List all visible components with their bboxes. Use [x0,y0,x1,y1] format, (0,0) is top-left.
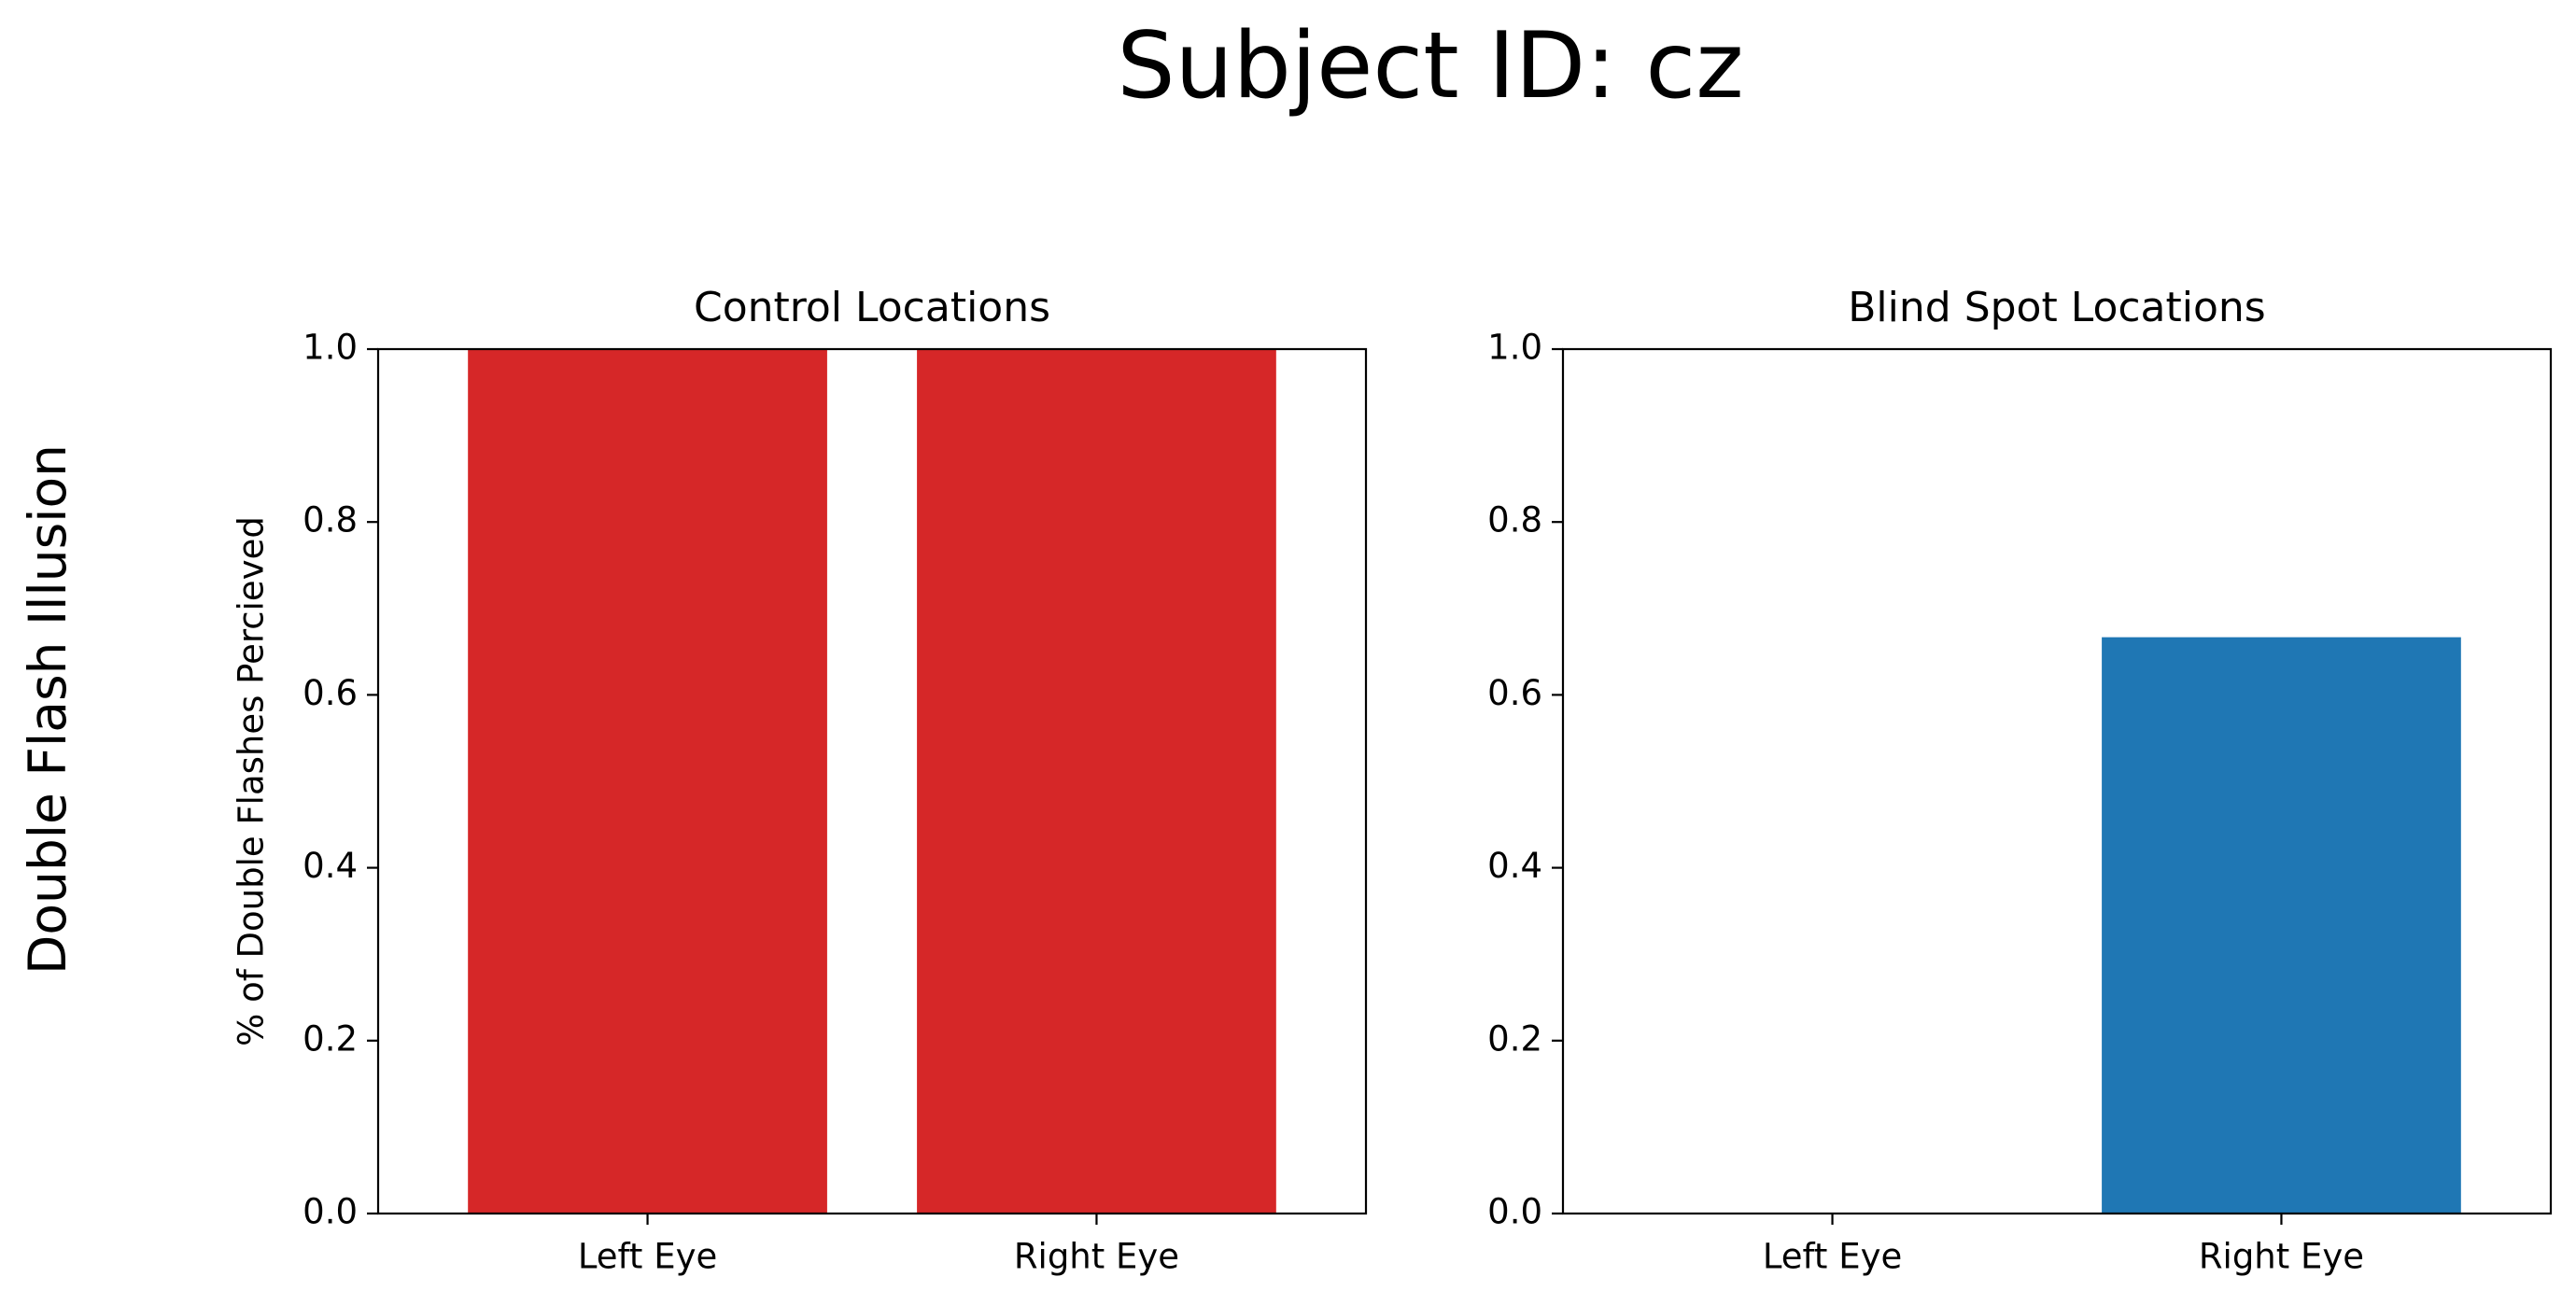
panel-title: Blind Spot Locations [1848,284,2265,331]
row-label: Double Flash Illusion [18,444,77,975]
axes-frame [1561,347,2553,1215]
bar-right-eye [917,349,1276,1214]
y-tick-label: 0.8 [303,500,358,540]
y-tick-label: 0.4 [303,846,358,886]
chart-panel-2: 0.0 0.2 0.4 0.6 0.8 1.0 Left Eye Right Eye Blind… [1487,284,2553,1277]
x-tick-label: Right Eye [1014,1237,1179,1277]
axes-frame [376,347,1368,1215]
y-tick-label: 0.2 [1487,1018,1542,1059]
y-tick-label: 1.0 [303,328,358,368]
chart-panel-1: 0.0 0.2 0.4 0.6 0.8 1.0 Left Eye Right Eye Contr… [232,284,1368,1277]
x-tick-label: Left Eye [578,1237,717,1277]
y-tick-label: 1.0 [1487,328,1542,368]
y-tick-label: 0.0 [1487,1192,1542,1232]
bar-left-eye [468,349,827,1214]
panel-title: Control Locations [694,284,1050,331]
y-tick-label: 0.0 [303,1192,358,1232]
figure-title: Subject ID: cz [1117,13,1743,119]
y-tick-label: 0.6 [303,673,358,713]
bar-right-eye [2102,637,2461,1214]
y-tick-label: 0.4 [1487,846,1542,886]
y-tick-label: 0.8 [1487,500,1542,540]
x-tick-label: Right Eye [2199,1237,2364,1277]
y-axis-label: % of Double Flashes Percieved [232,516,272,1046]
y-tick-label: 0.6 [1487,673,1542,713]
y-tick-label: 0.2 [303,1018,358,1059]
x-tick-label: Left Eye [1763,1237,1902,1277]
chart-panels: 0.0 0.2 0.4 0.6 0.8 1.0 Left Eye Right Eye Contr… [232,284,2553,1277]
